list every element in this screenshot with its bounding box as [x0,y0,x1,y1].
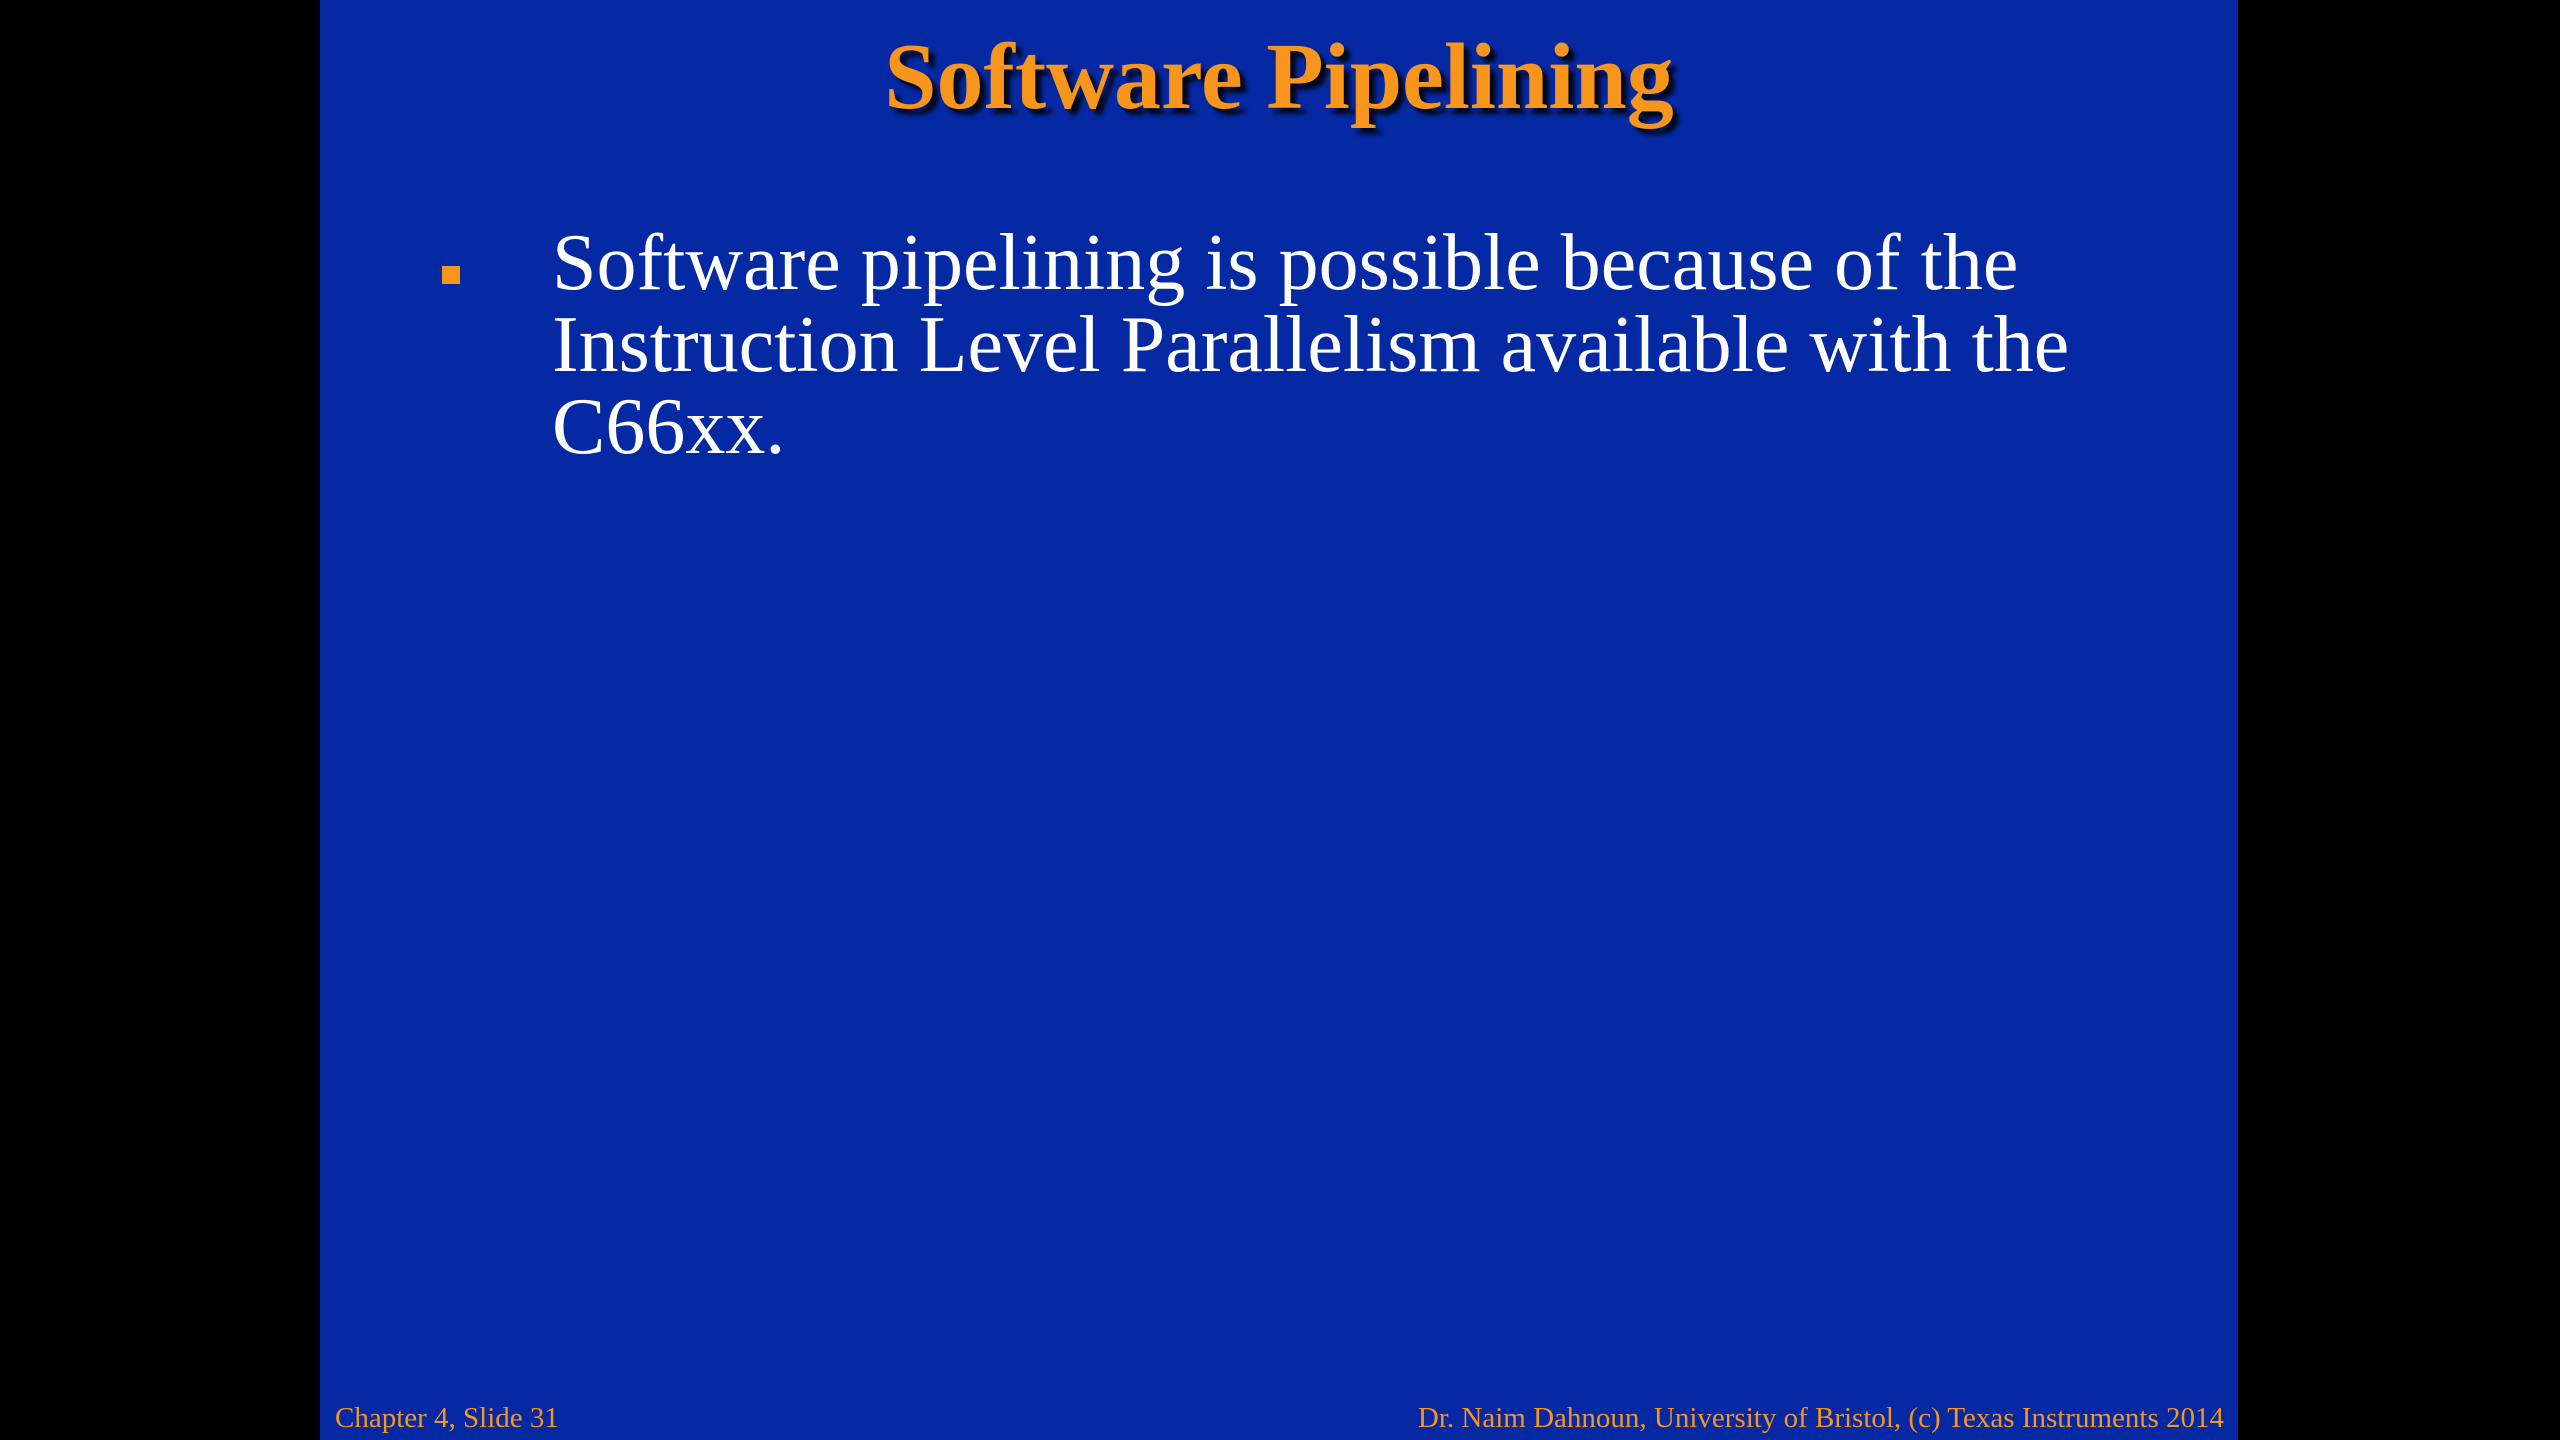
footer-copyright: Dr. Naim Dahnoun, University of Bristol,… [1417,1402,2224,1434]
bullet-item: Software pipelining is possible because … [320,222,2172,468]
footer-slide-number: Chapter 4, Slide 31 [335,1402,559,1434]
slide-title: Software Pipelining [884,25,1674,129]
bullet-list: Software pipelining is possible because … [320,222,2172,468]
slide: Software Pipelining Software pipelining … [320,0,2238,1440]
bullet-text: Software pipelining is possible because … [552,219,2070,471]
square-bullet-icon [442,266,460,284]
